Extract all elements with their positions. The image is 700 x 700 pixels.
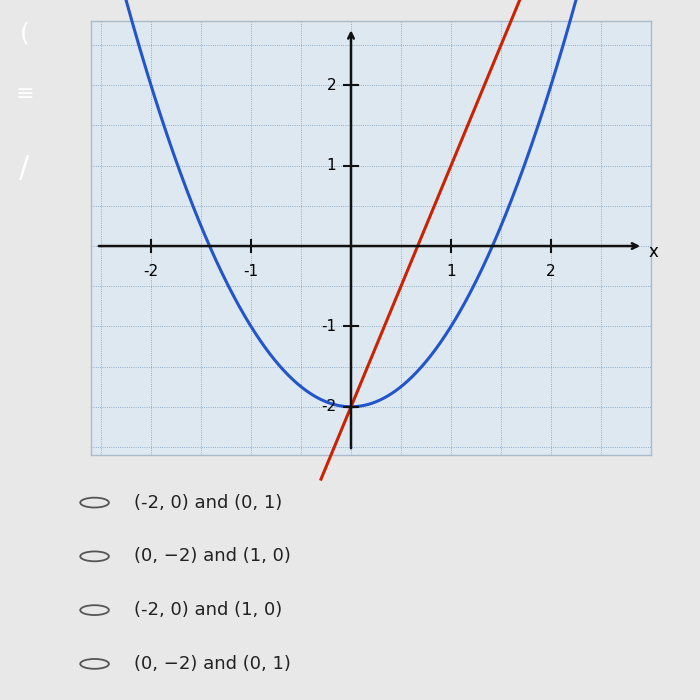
Text: /: / <box>20 154 29 183</box>
Text: x: x <box>649 244 659 262</box>
Text: 2: 2 <box>326 78 336 93</box>
Text: 2: 2 <box>546 264 556 279</box>
Text: -1: -1 <box>244 264 258 279</box>
Text: ≡: ≡ <box>15 84 34 104</box>
Text: (0, −2) and (0, 1): (0, −2) and (0, 1) <box>134 655 290 673</box>
Text: 1: 1 <box>326 158 336 173</box>
Text: -2: -2 <box>144 264 159 279</box>
Text: (0, −2) and (1, 0): (0, −2) and (1, 0) <box>134 547 290 566</box>
Text: (: ( <box>20 21 29 45</box>
Text: 1: 1 <box>446 264 456 279</box>
Text: (-2, 0) and (1, 0): (-2, 0) and (1, 0) <box>134 601 282 619</box>
Text: -2: -2 <box>321 399 336 414</box>
Text: (-2, 0) and (0, 1): (-2, 0) and (0, 1) <box>134 494 282 512</box>
Text: -1: -1 <box>321 319 336 334</box>
